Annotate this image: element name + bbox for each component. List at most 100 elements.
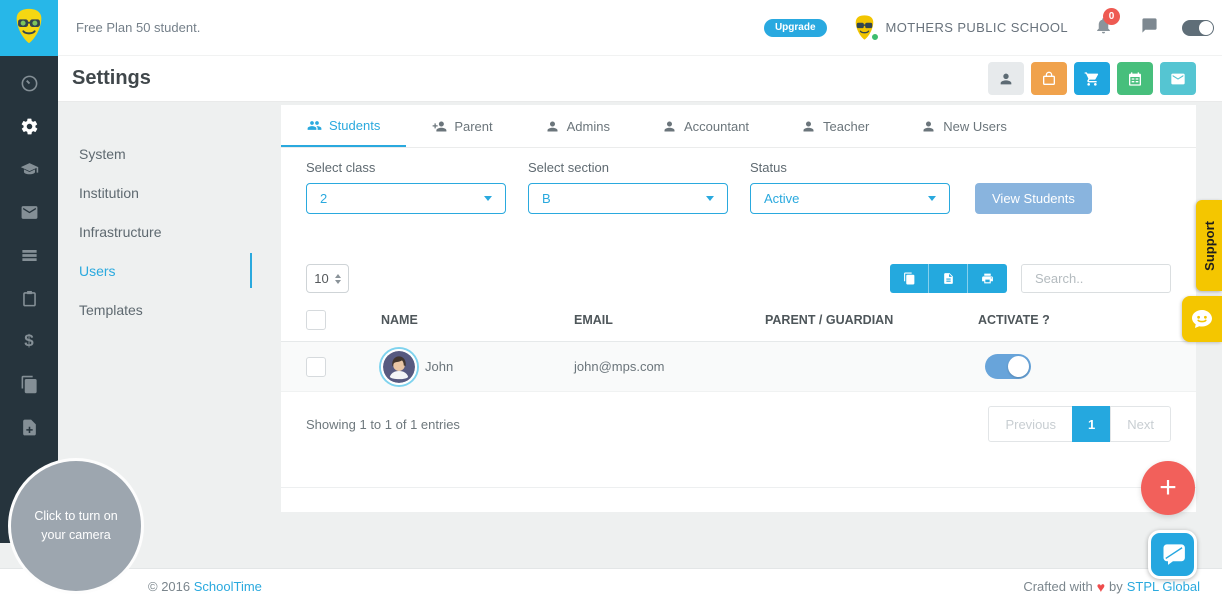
table-footer: Showing 1 to 1 of 1 entries Previous 1 N… (306, 406, 1171, 442)
row-checkbox[interactable] (306, 356, 326, 377)
page-title: Settings (72, 67, 151, 89)
next-page-button[interactable]: Next (1110, 406, 1171, 442)
education-icon[interactable] (19, 159, 39, 179)
section-select[interactable]: B (528, 183, 728, 214)
status-select-value: Active (764, 191, 800, 206)
theme-toggle[interactable] (1182, 19, 1214, 36)
profile-button[interactable] (988, 62, 1024, 95)
print-button[interactable] (968, 264, 1007, 293)
add-fab-button[interactable]: + (1141, 461, 1195, 515)
list-icon[interactable] (19, 245, 39, 265)
header-activate: ACTIVATE ? (978, 313, 1050, 327)
camera-label: Click to turn on your camera (34, 509, 118, 542)
envelope-icon (1171, 73, 1185, 84)
bag-icon (1043, 71, 1055, 85)
support-label: Support (1201, 220, 1217, 271)
person-add-icon (432, 121, 447, 131)
camera-bubble[interactable]: Click to turn on your camera (8, 458, 144, 594)
notifications-bell-icon[interactable]: 0 (1094, 7, 1120, 40)
active-indicator (250, 253, 252, 288)
page-footer: © 2016 SchoolTime Crafted with ♥ by STPL… (0, 568, 1222, 604)
school-account[interactable]: MOTHERS PUBLIC SCHOOL (851, 14, 1068, 41)
store-button[interactable] (1074, 62, 1110, 95)
page-length-value: 10 (314, 271, 329, 286)
schooltime-logo-icon (10, 7, 48, 50)
user-type-tabs: Students Parent Admins Accountant Teache… (281, 105, 1196, 148)
status-filter-label: Status (750, 160, 787, 175)
name-cell: John (381, 348, 574, 385)
menu-item-institution[interactable]: Institution (58, 173, 252, 212)
schooltime-link[interactable]: SchoolTime (193, 579, 262, 594)
tab-accountant[interactable]: Accountant (636, 105, 775, 147)
menu-item-users[interactable]: Users (58, 251, 252, 290)
class-filter-label: Select class (306, 160, 376, 175)
avatar (381, 348, 417, 385)
feedback-chat-widget[interactable] (1182, 296, 1222, 342)
live-chat-button[interactable] (1148, 530, 1197, 579)
tab-teacher[interactable]: Teacher (775, 105, 895, 147)
file-export-button[interactable] (929, 264, 968, 293)
previous-page-button[interactable]: Previous (988, 406, 1074, 442)
export-buttons (890, 264, 1007, 293)
copy-icon (903, 272, 914, 285)
cart-icon (1084, 71, 1099, 86)
status-select[interactable]: Active (750, 183, 950, 214)
tab-students[interactable]: Students (281, 105, 407, 147)
header-email: EMAIL (574, 313, 613, 327)
chevron-down-icon (928, 196, 936, 201)
stpl-global-link[interactable]: STPL Global (1126, 579, 1200, 594)
crafted-mid: by (1109, 579, 1123, 594)
tab-parent[interactable]: Parent (406, 105, 518, 147)
person-icon (547, 121, 558, 131)
mail-icon[interactable] (19, 202, 39, 222)
select-all-checkbox[interactable] (306, 310, 326, 330)
support-tab[interactable]: Support (1196, 200, 1222, 291)
menu-item-system[interactable]: System (58, 134, 252, 173)
activate-toggle[interactable] (985, 354, 1031, 379)
calendar-button[interactable] (1117, 62, 1153, 95)
class-select[interactable]: 2 (306, 183, 506, 214)
filters-row: Select class 2 Select section B Status A… (281, 148, 1196, 214)
class-select-value: 2 (320, 191, 328, 206)
settings-header: Settings (58, 56, 1222, 102)
notification-badge: 0 (1103, 7, 1120, 25)
printer-icon (982, 273, 993, 284)
online-status-dot (870, 33, 879, 41)
menu-item-infrastructure[interactable]: Infrastructure (58, 212, 252, 251)
crafted-by: Crafted with ♥ by STPL Global (1023, 579, 1200, 595)
fees-icon[interactable]: $ (24, 331, 34, 350)
person-icon (923, 121, 934, 131)
bag-button[interactable] (1031, 62, 1067, 95)
upgrade-button[interactable]: Upgrade (763, 18, 827, 37)
student-name: John (425, 359, 454, 374)
header-parent-guardian: PARENT / GUARDIAN (765, 313, 894, 327)
report-icon[interactable] (19, 417, 39, 437)
menu-item-templates[interactable]: Templates (58, 290, 252, 329)
tab-label: Students (329, 117, 381, 133)
page-length-select[interactable]: 10 (306, 264, 349, 293)
mail-button[interactable] (1160, 62, 1196, 95)
header-name: NAME (381, 313, 418, 327)
person-icon (1000, 73, 1012, 84)
tab-new-users[interactable]: New Users (895, 105, 1033, 147)
heart-icon: ♥ (1096, 578, 1106, 595)
search-input[interactable] (1021, 264, 1171, 293)
messages-icon[interactable] (1141, 17, 1158, 39)
tab-label: Admins (566, 118, 610, 134)
app-logo[interactable] (0, 0, 58, 56)
settings-icon[interactable] (19, 116, 39, 136)
school-logo-icon (851, 14, 879, 41)
class-filter: Select class 2 (306, 160, 506, 214)
menu-label: Templates (79, 301, 143, 318)
tab-label: Parent (454, 118, 493, 134)
file-icon (943, 273, 953, 284)
copy-icon[interactable] (19, 374, 39, 394)
tab-admins[interactable]: Admins (519, 105, 636, 147)
users-card: Students Parent Admins Accountant Teache… (281, 105, 1196, 512)
copy-export-button[interactable] (890, 264, 929, 293)
view-students-button[interactable]: View Students (975, 183, 1092, 214)
icon-sidebar: $ (0, 0, 58, 543)
dashboard-icon[interactable] (19, 73, 39, 93)
clipboard-icon[interactable] (19, 288, 39, 308)
current-page-button[interactable]: 1 (1072, 406, 1112, 442)
